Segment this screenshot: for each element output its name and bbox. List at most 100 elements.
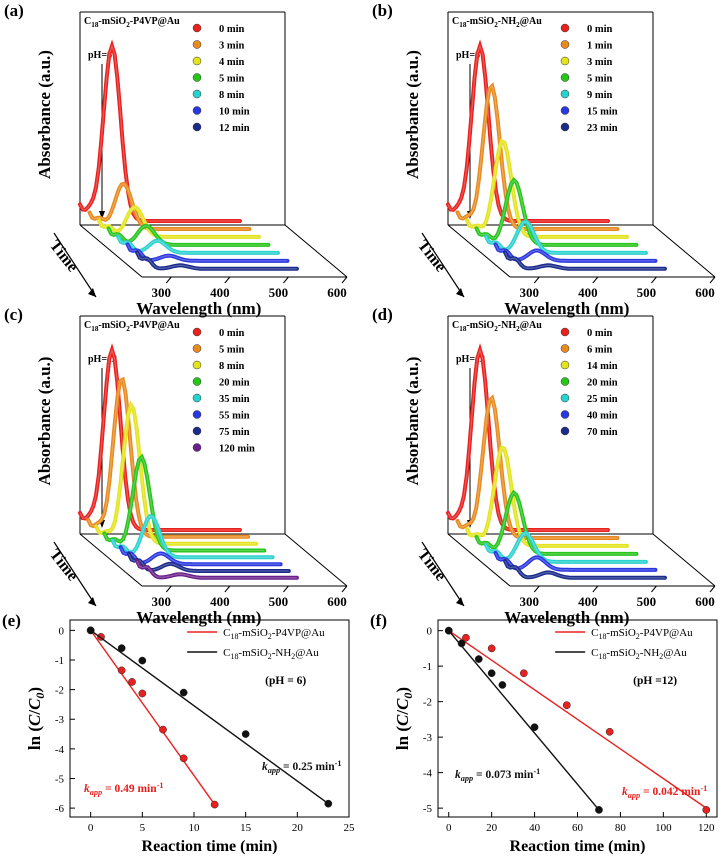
spectrum-line <box>94 400 259 546</box>
legend-marker <box>560 89 570 99</box>
x-tick <box>283 585 289 593</box>
legend-label: 1 min <box>587 41 613 52</box>
data-point <box>117 666 126 675</box>
legend-marker <box>192 393 202 403</box>
depth-edge-left <box>79 224 143 278</box>
data-point <box>605 727 614 736</box>
text-span: -P4VP@Au <box>130 320 180 331</box>
time-arrow <box>53 541 97 607</box>
data-point <box>179 754 188 763</box>
text-span: C <box>84 320 91 331</box>
text-span: C <box>452 16 459 27</box>
x-axis-title: Wavelength (nm) <box>136 299 261 318</box>
x-tick <box>224 585 231 593</box>
spectrum-line <box>484 530 648 564</box>
text-span: -mSiO <box>606 627 635 639</box>
y-axis-title: Absorbance (a.u.) <box>35 357 54 486</box>
x-tick-label: 15 <box>240 822 252 834</box>
spectrum-line <box>474 489 639 556</box>
x-tick-label: 500 <box>637 594 657 609</box>
text-span: 2 <box>126 21 130 29</box>
panel-a: 300 400 500 600 Wavelength (nm) Absorbance (a… <box>4 1 348 318</box>
panel-title: C18-mSiO2-NH2@Au <box>452 16 542 29</box>
data-point <box>498 681 507 689</box>
z-axis-title: Time <box>46 237 81 275</box>
x-tick <box>709 276 716 284</box>
panel-label: (f) <box>370 611 387 630</box>
spectrum-highlight <box>485 532 646 563</box>
text-span: / <box>393 710 412 716</box>
text-span: 18 <box>599 632 607 641</box>
legend-label: 8 min <box>219 90 245 101</box>
data-point <box>86 626 95 635</box>
spectrum-line <box>446 343 610 532</box>
legend-label: 10 min <box>219 107 250 118</box>
text-span: k <box>622 786 628 798</box>
spectrum-line <box>126 552 291 573</box>
spectrum-highlight <box>128 553 289 572</box>
legend-label: 12 min <box>219 123 250 134</box>
x-axis-title: Reaction time (min) <box>510 838 646 855</box>
y-tick-label: 0 <box>59 625 65 637</box>
x-tick-label: 300 <box>520 594 540 609</box>
text-span: C <box>452 320 459 331</box>
spectrum-highlight <box>504 252 665 270</box>
spectrum-line <box>86 376 250 539</box>
text-span: C <box>84 16 91 27</box>
panel-label: (e) <box>2 611 21 630</box>
time-arrow <box>421 541 465 607</box>
legend-marker <box>560 73 570 82</box>
text-span: C <box>223 647 230 659</box>
x-tick-label: 600 <box>327 285 347 300</box>
spectrum-line <box>78 39 242 223</box>
text-span: = 0.073 min <box>473 769 534 781</box>
spectrum-highlight <box>103 455 265 552</box>
spectrum-line <box>465 445 629 548</box>
text-span: 2 <box>636 632 640 641</box>
legend-marker <box>192 410 202 419</box>
text-span: C <box>393 714 412 726</box>
legend-marker <box>192 360 202 370</box>
legend-label: 40 min <box>587 411 618 422</box>
spectrum-highlight <box>87 378 248 538</box>
rate-label: kapp = 0.49 min-1 <box>84 781 164 797</box>
legend-label: 14 min <box>587 361 618 372</box>
spectrum-line <box>493 550 658 572</box>
x-tick <box>165 276 172 284</box>
legend-label: 0 min <box>587 24 613 35</box>
rate-label: kapp = 0.073 min-1 <box>455 767 540 783</box>
text-span: @Au <box>520 16 543 27</box>
spectrum-line <box>106 223 271 247</box>
spectrum-highlight <box>475 179 637 246</box>
spectrum-line <box>125 242 290 263</box>
x-tick <box>341 276 348 284</box>
time-arrow <box>421 232 465 298</box>
panel-c: 300 400 500 600 Wavelength (nm) Absorbance (a… <box>4 305 348 627</box>
legend-marker <box>192 426 202 436</box>
x-tick-label: 5 <box>140 822 146 834</box>
legend-label: 3 min <box>587 57 613 68</box>
x-tick <box>224 276 231 284</box>
depth-edge-right <box>652 224 716 278</box>
text-span: 2 <box>516 21 520 29</box>
data-point <box>159 725 167 734</box>
spectrum-highlight <box>447 43 608 222</box>
x-tick-label: 500 <box>637 285 657 300</box>
depth-edge-right <box>284 224 348 278</box>
text-span: C <box>25 714 44 726</box>
text-span: -P4VP@Au <box>640 627 693 639</box>
data-point <box>519 669 528 678</box>
x-tick-label: 300 <box>152 594 172 609</box>
legend-marker <box>192 106 202 115</box>
text-span: 2 <box>659 652 663 661</box>
data-point <box>702 806 711 814</box>
legend-marker <box>192 443 202 452</box>
text-span: 2 <box>494 21 498 29</box>
legend-label: 0 min <box>587 328 613 339</box>
ph-annotation: pH=6 <box>88 50 112 61</box>
spectrum-line <box>503 250 667 271</box>
spectrum-line <box>493 242 658 263</box>
z-axis-title: Time <box>46 546 81 584</box>
text-span: -NH <box>272 647 292 659</box>
